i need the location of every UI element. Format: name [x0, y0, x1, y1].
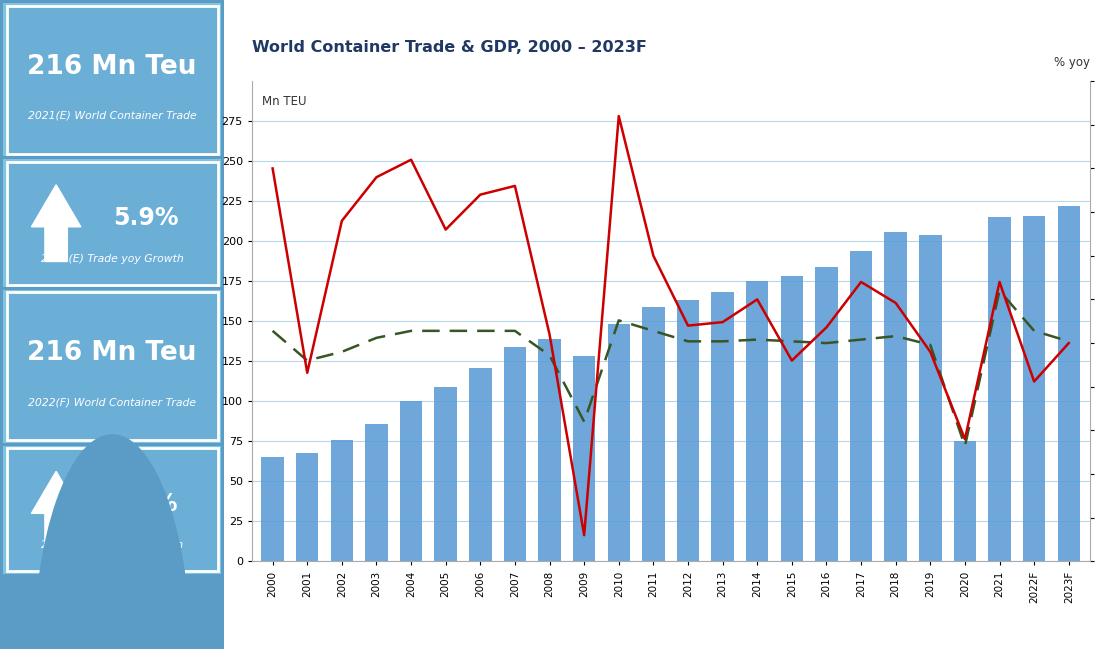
- Bar: [539, 339, 561, 561]
- Bar: [1023, 215, 1046, 561]
- Text: 2021(E) World Container Trade: 2021(E) World Container Trade: [27, 110, 197, 121]
- Polygon shape: [32, 471, 81, 548]
- Bar: [7, 292, 218, 441]
- Bar: [400, 401, 423, 561]
- Bar: [642, 307, 665, 561]
- Bar: [712, 293, 734, 561]
- Bar: [262, 458, 284, 561]
- Bar: [989, 217, 1011, 561]
- Bar: [3, 3, 221, 156]
- Bar: [366, 424, 388, 561]
- Bar: [7, 6, 218, 154]
- Text: 2021(E) Trade yoy Growth: 2021(E) Trade yoy Growth: [41, 254, 184, 264]
- Bar: [504, 347, 527, 561]
- Bar: [3, 159, 221, 287]
- Bar: [3, 446, 221, 574]
- Bar: [885, 232, 907, 561]
- Bar: [3, 289, 221, 443]
- Bar: [7, 448, 218, 571]
- Text: 0.3%: 0.3%: [113, 493, 178, 517]
- Bar: [781, 276, 803, 561]
- Text: World Container Trade & GDP, 2000 – 2023F: World Container Trade & GDP, 2000 – 2023…: [252, 40, 647, 55]
- Text: 5.9%: 5.9%: [113, 206, 178, 230]
- Text: Mn TEU: Mn TEU: [262, 95, 307, 108]
- Bar: [608, 324, 630, 561]
- Bar: [573, 356, 596, 561]
- Text: 216 Mn Teu: 216 Mn Teu: [27, 341, 197, 367]
- Bar: [7, 162, 218, 284]
- Bar: [296, 452, 319, 561]
- Bar: [1058, 206, 1080, 561]
- Bar: [746, 281, 769, 561]
- Text: 216 Mn Teu: 216 Mn Teu: [27, 54, 197, 80]
- Bar: [954, 441, 976, 561]
- Bar: [815, 267, 838, 561]
- Circle shape: [34, 435, 191, 649]
- Polygon shape: [32, 185, 81, 262]
- Bar: [919, 235, 942, 561]
- Bar: [331, 440, 353, 561]
- Text: 2022(F) World Container Trade: 2022(F) World Container Trade: [28, 397, 196, 407]
- Text: % yoy: % yoy: [1053, 56, 1090, 69]
- Bar: [435, 387, 457, 561]
- Bar: [469, 368, 492, 561]
- Bar: [677, 300, 700, 561]
- Bar: [850, 251, 873, 561]
- Text: 2022(F) Trade yoy Growth: 2022(F) Trade yoy Growth: [42, 541, 183, 550]
